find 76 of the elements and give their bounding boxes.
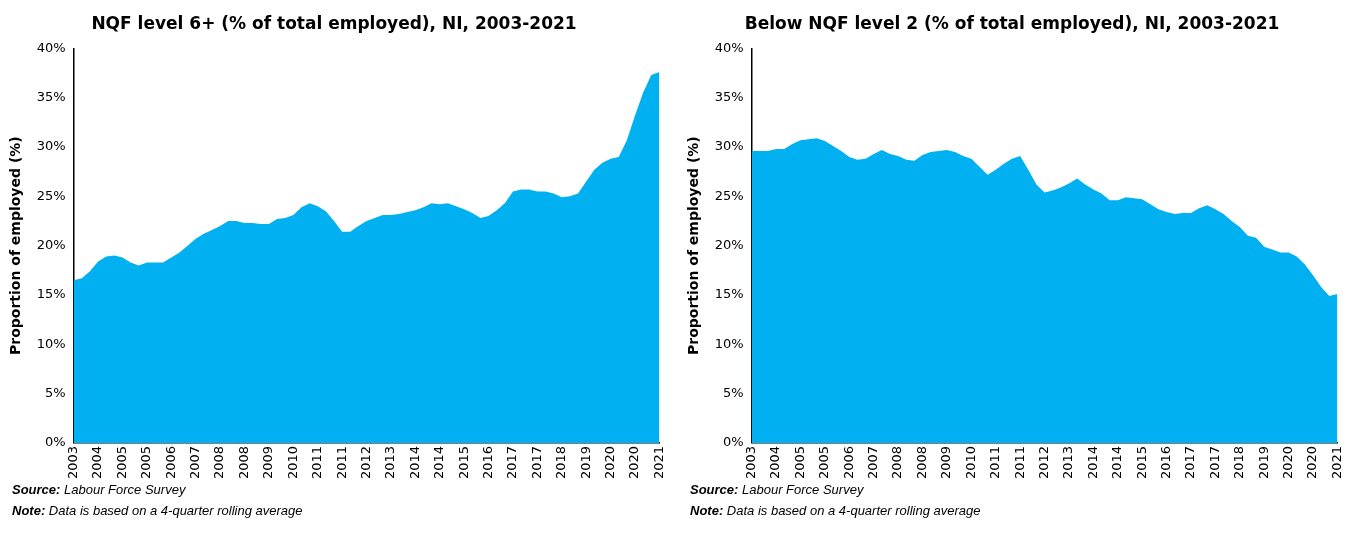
- y-tick-label: 30%: [36, 138, 66, 154]
- y-axis-title: Proportion of employed (%): [7, 136, 24, 356]
- x-tick-label: 2020: [1279, 445, 1295, 480]
- x-tick-label: 2012: [357, 445, 373, 480]
- y-tick-label: 20%: [714, 237, 744, 253]
- y-tick-label: 30%: [714, 138, 744, 154]
- x-tick-label: 2016: [479, 445, 495, 480]
- x-tick-label: 2006: [840, 445, 856, 480]
- text: Note: Data is based on a 4-quarter rolling average: [690, 503, 982, 518]
- y-tick-label: 10%: [36, 335, 66, 351]
- chart-title: NQF level 6+ (% of total employed), NI, 2003-2021: [91, 12, 577, 33]
- y-tick-label: 25%: [36, 187, 66, 203]
- x-tick-label: 2017: [528, 445, 544, 480]
- x-tick-label: 2017: [1206, 445, 1222, 480]
- x-tick-label: 2016: [1157, 445, 1173, 480]
- y-axis-title: Proportion of employed (%): [685, 136, 702, 356]
- x-tick-label: 2017: [1182, 445, 1198, 480]
- x-tick-label: 2014: [406, 445, 422, 480]
- x-tick-label: 2020: [626, 445, 642, 480]
- y-tick-label: 5%: [45, 384, 66, 400]
- y-tick-label: 15%: [714, 286, 744, 302]
- x-tick-label: 2005: [138, 445, 154, 480]
- x-tick-label: 2015: [1133, 445, 1149, 480]
- x-tick-label: 2013: [382, 445, 398, 480]
- x-tick-label: 2012: [1035, 445, 1051, 480]
- x-tick-label: 2007: [865, 445, 881, 480]
- x-tick-label: 2010: [962, 445, 978, 480]
- chart-title: Below NQF level 2 (% of total employed), NI, 2003-2021: [744, 12, 1280, 33]
- x-tick-label: 2006: [162, 445, 178, 480]
- x-tick-label: 2014: [1084, 445, 1100, 480]
- y-tick-label: 15%: [36, 286, 66, 302]
- x-tick-label: 2008: [913, 445, 929, 480]
- x-tick-label: 2003: [65, 445, 81, 480]
- x-tick-label: 2010: [284, 445, 300, 480]
- y-tick-label: 35%: [714, 89, 744, 105]
- x-tick-label: 2019: [577, 445, 593, 480]
- y-tick-label: 0%: [45, 434, 66, 450]
- x-tick-label: 2018: [553, 445, 569, 480]
- y-tick-label: 35%: [36, 89, 66, 105]
- x-tick-label: 2015: [455, 445, 471, 480]
- y-tick-label: 10%: [714, 335, 744, 351]
- x-tick-label: 2019: [1255, 445, 1271, 480]
- x-tick-label: 2004: [89, 445, 105, 480]
- y-tick-label: 0%: [723, 434, 744, 450]
- x-tick-label: 2011: [1011, 445, 1027, 480]
- x-tick-label: 2020: [601, 445, 617, 480]
- x-tick-label: 2011: [333, 445, 349, 480]
- x-tick-label: 2008: [235, 445, 251, 480]
- source-note: Source: Labour Force Survey: [690, 482, 865, 497]
- y-tick-label: 20%: [36, 237, 66, 253]
- y-tick-label: 5%: [723, 384, 744, 400]
- x-tick-label: 2021: [650, 445, 666, 480]
- x-tick-label: 2014: [1109, 445, 1125, 480]
- x-tick-label: 2007: [187, 445, 203, 480]
- x-tick-label: 2004: [767, 445, 783, 480]
- x-tick-label: 2013: [1060, 445, 1076, 480]
- x-tick-label: 2003: [743, 445, 759, 480]
- x-tick-label: 2017: [504, 445, 520, 480]
- x-tick-label: 2020: [1304, 445, 1320, 480]
- x-tick-label: 2005: [791, 445, 807, 480]
- x-tick-label: 2011: [987, 445, 1003, 480]
- x-tick-label: 2018: [1231, 445, 1247, 480]
- x-tick-label: 2021: [1328, 445, 1344, 480]
- x-tick-label: 2005: [816, 445, 832, 480]
- y-tick-label: 25%: [714, 187, 744, 203]
- text: Note: Data is based on a 4-quarter rolling average: [12, 503, 304, 518]
- y-tick-label: 40%: [36, 39, 66, 55]
- x-tick-label: 2014: [431, 445, 447, 480]
- x-tick-label: 2008: [889, 445, 905, 480]
- x-tick-label: 2005: [113, 445, 129, 480]
- y-tick-label: 40%: [714, 39, 744, 55]
- source-note: Source: Labour Force Survey: [12, 482, 187, 497]
- x-tick-label: 2009: [260, 445, 276, 480]
- x-tick-label: 2008: [211, 445, 227, 480]
- x-tick-label: 2011: [309, 445, 325, 480]
- x-tick-label: 2009: [938, 445, 954, 480]
